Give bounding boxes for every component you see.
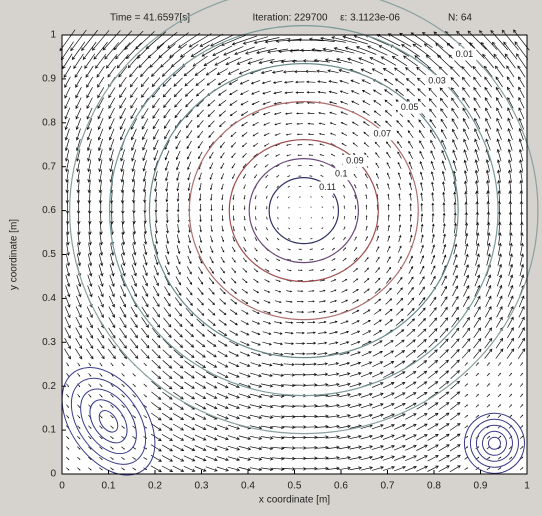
contour-label-bg	[452, 48, 477, 61]
corner-contour	[463, 412, 525, 474]
contour-label: 0.05	[401, 102, 419, 112]
contour	[248, 158, 359, 264]
contour-label: 0.1	[335, 169, 348, 179]
x-tick-label: 0.1	[102, 481, 116, 492]
contour-label: 0.03	[428, 75, 446, 85]
y-tick-label: 1	[50, 30, 56, 41]
y-tick-label: 0.6	[42, 205, 56, 216]
corner-contour	[61, 367, 156, 476]
contour-label-bg	[370, 128, 395, 141]
x-tick-label: 0.5	[288, 481, 302, 492]
y-tick-label: 0.5	[42, 249, 56, 260]
corner-contour	[487, 436, 501, 450]
contour	[228, 139, 379, 283]
x-tick-label: 1	[524, 481, 530, 492]
x-tick-label: 0	[59, 481, 65, 492]
contour	[188, 101, 419, 321]
contour-label-bg	[425, 75, 449, 88]
title-part: Iteration: 229700	[252, 13, 327, 24]
contour-label: 0.09	[346, 155, 364, 165]
contour-label-bg	[315, 181, 340, 194]
x-axis-label: x coordinate [m]	[259, 495, 330, 506]
y-tick-label: 0	[50, 469, 56, 480]
corner-contour	[469, 418, 519, 468]
y-tick-label: 0.1	[42, 425, 56, 436]
contour-label-bg	[342, 154, 367, 167]
contour-label: 0.01	[456, 49, 474, 59]
x-tick-label: 0.4	[241, 481, 255, 492]
contour	[268, 177, 340, 245]
x-tick-label: 0.7	[381, 481, 395, 492]
contour-label: 0.11	[319, 182, 336, 192]
contour-label-bg	[397, 101, 422, 114]
corner-contour	[481, 430, 507, 456]
x-tick-label: 0.9	[474, 481, 488, 492]
contour-label: 0.07	[374, 129, 392, 139]
y-tick-label: 0.4	[42, 293, 56, 304]
x-tick-label: 0.3	[195, 481, 209, 492]
corner-contour	[89, 399, 128, 444]
x-tick-label: 0.8	[427, 481, 441, 492]
title-part: ε: 3.1123e-06	[340, 13, 400, 24]
corner-contour	[98, 410, 119, 433]
y-tick-label: 0.2	[42, 381, 56, 392]
contour	[148, 63, 459, 359]
corner-contour	[475, 424, 513, 462]
axes-bg	[62, 35, 527, 474]
y-axis-label: y coordinate [m]	[9, 219, 20, 290]
contour	[108, 25, 499, 397]
x-tick-label: 0.2	[148, 481, 162, 492]
title-part: N: 64	[448, 13, 472, 24]
y-tick-label: 0.9	[42, 74, 56, 85]
contour-label-bg	[329, 168, 354, 181]
title-part: Time = 41.6597[s]	[110, 13, 190, 24]
x-tick-label: 0.6	[334, 481, 348, 492]
y-tick-label: 0.7	[42, 161, 56, 172]
corner-contour	[80, 388, 137, 455]
contour	[69, 0, 539, 435]
y-tick-label: 0.3	[42, 337, 56, 348]
y-tick-label: 0.8	[42, 117, 56, 128]
corner-contour	[70, 377, 147, 465]
